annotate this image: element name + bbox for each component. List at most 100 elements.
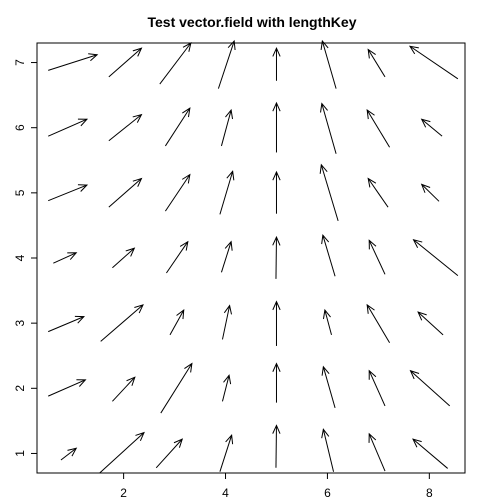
arrow-shaft bbox=[218, 41, 234, 89]
arrow-shaft bbox=[48, 380, 85, 396]
vector-arrow bbox=[322, 235, 335, 276]
arrow-shaft bbox=[368, 179, 388, 208]
vector-arrow bbox=[321, 41, 336, 89]
arrow-shaft bbox=[161, 364, 192, 414]
vector-arrow bbox=[322, 367, 335, 408]
y-tick-label: 7 bbox=[13, 59, 27, 66]
y-axis: 1234567 bbox=[13, 59, 37, 457]
vector-arrow bbox=[368, 179, 388, 208]
vector-arrow bbox=[368, 50, 385, 77]
vector-arrow bbox=[369, 371, 385, 406]
vector-arrow bbox=[369, 434, 385, 471]
arrow-shaft bbox=[276, 425, 277, 467]
arrow-shaft bbox=[321, 165, 338, 221]
arrow-shaft bbox=[323, 235, 335, 276]
arrow-head bbox=[177, 310, 184, 319]
vector-arrow bbox=[48, 316, 84, 331]
arrow-shaft bbox=[156, 439, 182, 468]
vector-arrow bbox=[53, 253, 76, 263]
vector-arrow bbox=[218, 41, 235, 89]
vector-arrow bbox=[323, 310, 331, 335]
vector-arrow bbox=[220, 171, 234, 214]
vector-arrow bbox=[109, 48, 142, 77]
vector-arrow bbox=[273, 48, 280, 81]
arrow-shaft bbox=[369, 240, 385, 274]
arrow-shaft bbox=[323, 367, 335, 408]
arrow-shaft bbox=[165, 175, 189, 211]
arrow-shaft bbox=[414, 240, 458, 276]
vector-layer bbox=[48, 41, 458, 473]
arrow-shaft bbox=[410, 46, 458, 79]
arrow-shaft bbox=[166, 242, 187, 273]
arrow-shaft bbox=[48, 185, 87, 201]
arrow-head bbox=[368, 50, 375, 59]
vector-arrow bbox=[369, 240, 385, 274]
vector-arrow bbox=[273, 364, 280, 403]
arrow-shaft bbox=[109, 48, 142, 77]
arrow-shaft bbox=[109, 179, 142, 208]
arrow-shaft bbox=[48, 119, 87, 136]
vector-arrow bbox=[112, 248, 134, 268]
arrow-shaft bbox=[422, 184, 439, 201]
vector-arrow bbox=[367, 305, 389, 343]
vector-arrow bbox=[48, 54, 97, 71]
vector-arrow bbox=[48, 380, 85, 396]
vector-arrow bbox=[101, 305, 143, 341]
vector-arrow bbox=[220, 435, 233, 471]
arrow-shaft bbox=[221, 242, 231, 273]
arrow-shaft bbox=[322, 104, 336, 154]
vector-arrow bbox=[109, 115, 142, 141]
arrow-shaft bbox=[109, 115, 142, 141]
vector-arrow bbox=[48, 185, 87, 201]
vector-arrow bbox=[222, 306, 231, 340]
y-tick-label: 3 bbox=[13, 319, 27, 326]
vector-arrow bbox=[160, 43, 191, 84]
arrow-shaft bbox=[100, 433, 144, 473]
vector-arrow bbox=[48, 119, 87, 136]
vector-arrow bbox=[273, 237, 280, 279]
vector-arrow bbox=[61, 448, 76, 460]
vector-arrow bbox=[273, 103, 280, 153]
arrow-shaft bbox=[422, 119, 442, 136]
arrow-shaft bbox=[369, 434, 385, 471]
arrow-shaft bbox=[220, 435, 232, 471]
arrow-shaft bbox=[367, 305, 389, 343]
vector-arrow bbox=[273, 302, 280, 346]
arrow-shaft bbox=[368, 50, 385, 77]
vector-arrow bbox=[413, 439, 448, 468]
y-tick-label: 2 bbox=[13, 385, 27, 392]
vector-arrow bbox=[321, 104, 337, 154]
x-tick-label: 6 bbox=[324, 486, 331, 500]
arrow-shaft bbox=[220, 171, 233, 214]
arrow-head bbox=[367, 110, 374, 119]
vector-arrow bbox=[418, 312, 443, 335]
chart-title: Test vector.field with lengthKey bbox=[147, 14, 356, 30]
plot-frame bbox=[37, 43, 465, 473]
vector-arrow bbox=[165, 175, 189, 211]
vector-arrow bbox=[273, 425, 280, 467]
vector-arrow bbox=[422, 184, 439, 201]
vector-arrow bbox=[414, 240, 458, 276]
y-tick-label: 1 bbox=[13, 450, 27, 457]
vector-arrow bbox=[322, 429, 334, 471]
arrow-shaft bbox=[418, 312, 443, 335]
arrow-shaft bbox=[165, 108, 189, 146]
arrow-shaft bbox=[160, 43, 191, 84]
arrow-shaft bbox=[53, 253, 76, 263]
arrow-shaft bbox=[369, 371, 385, 406]
arrow-head bbox=[367, 305, 374, 314]
vector-arrow bbox=[165, 108, 189, 146]
arrow-shaft bbox=[276, 237, 277, 279]
arrow-shaft bbox=[322, 41, 336, 89]
arrow-shaft bbox=[413, 439, 448, 468]
vector-arrow bbox=[221, 242, 232, 273]
arrow-shaft bbox=[112, 377, 134, 401]
arrow-shaft bbox=[367, 110, 389, 147]
vector-arrow bbox=[156, 439, 182, 468]
x-tick-label: 4 bbox=[222, 486, 229, 500]
arrow-shaft bbox=[112, 248, 134, 268]
arrow-shaft bbox=[170, 310, 184, 335]
arrow-shaft bbox=[101, 305, 143, 341]
